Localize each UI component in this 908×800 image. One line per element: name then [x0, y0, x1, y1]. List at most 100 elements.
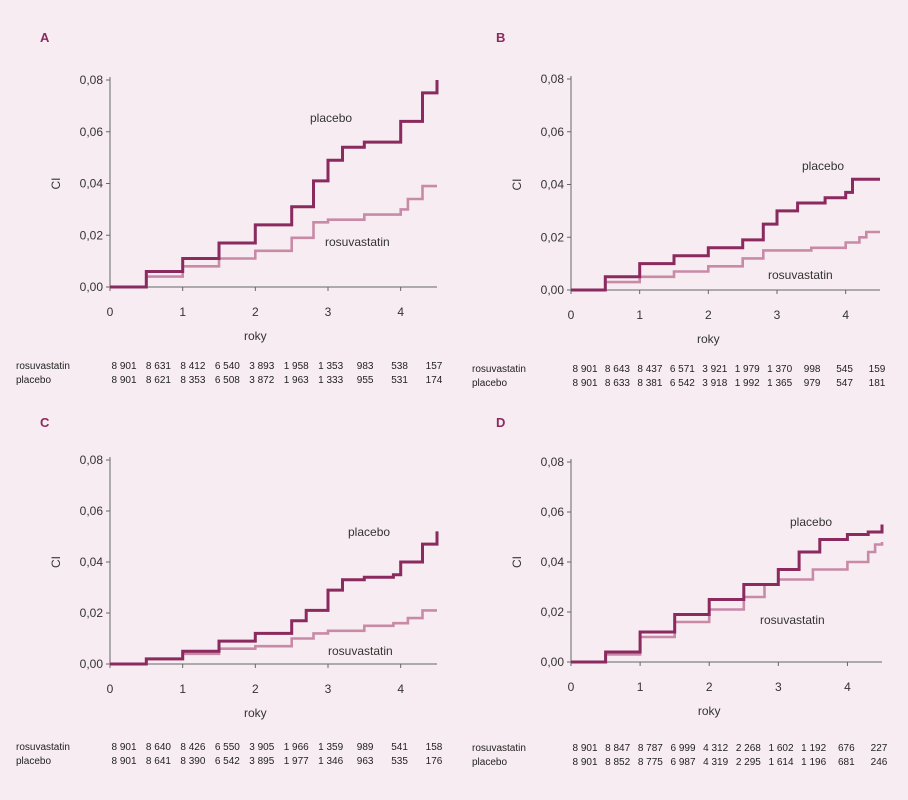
risk-value: 6 999: [670, 743, 696, 754]
x-axis-label: roky: [244, 706, 267, 720]
x-tick-label: 2: [252, 682, 259, 696]
y-tick-label: 0,04: [80, 177, 104, 191]
risk-value: 8 426: [180, 742, 206, 753]
risk-value: 6 571: [669, 364, 695, 375]
y-tick-label: 0,00: [80, 280, 104, 294]
rosuvastatin-label: rosuvastatin: [760, 613, 825, 627]
placebo-label: placebo: [790, 515, 832, 529]
risk-row-label: rosuvastatin: [16, 742, 70, 753]
risk-value: 1 992: [734, 378, 760, 389]
y-tick-label: 0,02: [80, 606, 104, 620]
risk-value: 3 918: [702, 378, 728, 389]
risk-value: 1 614: [768, 757, 794, 768]
risk-value: 1 333: [318, 375, 344, 386]
risk-value: 6 542: [214, 756, 240, 767]
risk-value: 955: [356, 375, 374, 386]
risk-value: 983: [356, 361, 374, 372]
y-tick-label: 0,04: [541, 555, 565, 569]
risk-value: 8 901: [572, 364, 598, 375]
risk-value: 4 319: [703, 757, 729, 768]
risk-row-rosuvastatin: rosuvastatin 8 901 8 640 8 426 6 550 3 905 1 9…: [16, 742, 447, 756]
panel-letter: C: [40, 415, 50, 430]
risk-value: 157: [425, 361, 443, 372]
x-tick-label: 3: [325, 305, 332, 319]
risk-value: 535: [391, 756, 408, 767]
x-tick-label: 0: [568, 308, 575, 322]
x-tick-label: 0: [568, 680, 575, 694]
risk-row-rosuvastatin: rosuvastatin 8 901 8 847 8 787 6 999 4 312 2 2…: [472, 743, 892, 757]
risk-value: 1 346: [318, 756, 344, 767]
x-tick-label: 3: [774, 308, 781, 322]
placebo-label: placebo: [348, 525, 390, 539]
risk-value: 8 901: [572, 743, 598, 754]
risk-row-placebo: placebo 8 901 8 621 8 353 6 508 3 872 1 963 1 3…: [16, 375, 447, 389]
x-tick-label: 4: [842, 308, 849, 322]
chart-svg: B 0,00 0,02 0,04 0,06 0,08 0 1 2 3 4 CI roky rosuvast…: [496, 30, 880, 346]
risk-row-placebo: placebo 8 901 8 852 8 775 6 987 4 319 2 295 1 6…: [472, 757, 892, 771]
placebo-label: placebo: [310, 111, 352, 125]
rosuvastatin-label: rosuvastatin: [325, 235, 390, 249]
x-axis-label: roky: [698, 704, 721, 718]
y-tick-label: 0,06: [541, 125, 565, 139]
x-tick-label: 3: [775, 680, 782, 694]
risk-value: 6 508: [214, 375, 240, 386]
x-tick-label: 3: [325, 682, 332, 696]
risk-value: 8 787: [637, 743, 663, 754]
risk-row-placebo: placebo 8 901 8 641 8 390 6 542 3 895 1 977 1 3…: [16, 756, 447, 770]
x-axis-label: roky: [697, 332, 720, 346]
risk-value: 8 353: [180, 375, 206, 386]
risk-value: 8 775: [637, 757, 663, 768]
y-tick-label: 0,08: [80, 453, 104, 467]
risk-value: 8 847: [605, 743, 631, 754]
risk-value: 3 905: [249, 742, 275, 753]
risk-value: 1 370: [767, 364, 793, 375]
risk-table: rosuvastatin 8 901 8 631 8 412 6 540 3 893 1 9…: [16, 361, 447, 389]
risk-value: 963: [356, 756, 374, 767]
risk-value: 6 550: [214, 742, 240, 753]
risk-value: 8 381: [637, 378, 663, 389]
chart-panel-c: C 0,00 0,02 0,04 0,06 0,08 0 1 2 3 4 CI roky rosuvast…: [0, 400, 454, 790]
y-tick-label: 0,00: [80, 657, 104, 671]
y-tick-label: 0,06: [80, 125, 104, 139]
risk-value: 8 901: [111, 361, 137, 372]
risk-value: 531: [391, 375, 408, 386]
risk-value: 545: [836, 364, 853, 375]
risk-value: 8 901: [572, 378, 598, 389]
y-tick-label: 0,04: [80, 555, 104, 569]
risk-value: 1 365: [767, 378, 793, 389]
y-tick-label: 0,08: [541, 72, 565, 86]
y-axis-label: CI: [49, 556, 63, 568]
placebo-label: placebo: [802, 159, 844, 173]
risk-table: rosuvastatin 8 901 8 847 8 787 6 999 4 312 2 2…: [472, 743, 892, 771]
risk-value: 8 621: [145, 375, 171, 386]
risk-value: 158: [425, 742, 443, 753]
chart-svg: C 0,00 0,02 0,04 0,06 0,08 0 1 2 3 4 CI roky rosuvast…: [40, 415, 439, 720]
risk-value: 8 901: [111, 742, 137, 753]
risk-value: 998: [803, 364, 821, 375]
risk-value: 8 640: [145, 742, 171, 753]
x-tick-label: 4: [397, 682, 404, 696]
chart-panel-b: B 0,00 0,02 0,04 0,06 0,08 0 1 2 3 4 CI roky rosuvast…: [454, 0, 908, 390]
risk-value: 1 602: [768, 743, 794, 754]
x-tick-label: 2: [706, 680, 713, 694]
risk-value: 8 901: [111, 756, 137, 767]
risk-row-rosuvastatin: rosuvastatin 8 901 8 631 8 412 6 540 3 893 1 9…: [16, 361, 447, 375]
risk-value: 547: [836, 378, 853, 389]
y-tick-label: 0,04: [541, 178, 565, 192]
risk-value: 8 437: [637, 364, 663, 375]
x-tick-label: 2: [252, 305, 259, 319]
x-tick-label: 4: [397, 305, 404, 319]
x-tick-label: 2: [705, 308, 712, 322]
risk-value: 8 643: [604, 364, 630, 375]
risk-row-label: placebo: [16, 375, 52, 386]
y-tick-label: 0,02: [541, 230, 565, 244]
rosuvastatin-line: [571, 542, 884, 664]
risk-value: 246: [870, 757, 888, 768]
risk-value: 989: [356, 742, 374, 753]
y-tick-label: 0,00: [541, 283, 565, 297]
y-tick-label: 0,08: [80, 73, 104, 87]
rosuvastatin-label: rosuvastatin: [768, 268, 833, 282]
x-tick-label: 0: [107, 682, 114, 696]
risk-row-label: placebo: [16, 756, 52, 767]
risk-row-label: rosuvastatin: [16, 361, 70, 372]
